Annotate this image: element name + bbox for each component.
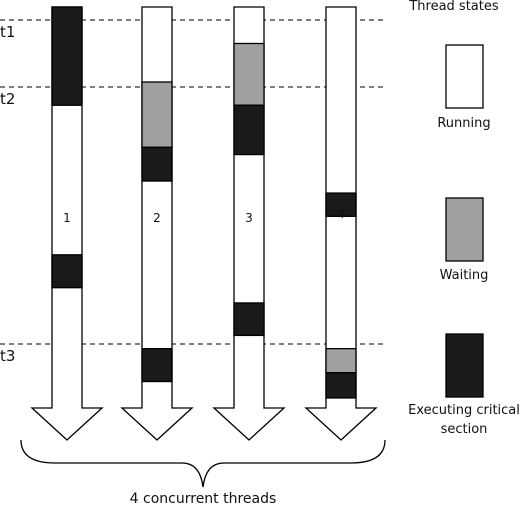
thread-2-segment-critical-3 (141, 348, 173, 383)
legend-swatch-waiting (445, 197, 484, 262)
thread-arrow-2 (120, 6, 194, 441)
threads: 1 2 3 4 (30, 6, 378, 441)
thread-3: 3 (212, 6, 286, 441)
thread-1-segment-critical-1 (51, 6, 83, 106)
thread-1: 1 (30, 6, 104, 441)
thread-2: 2 (120, 6, 194, 441)
thread-label-2: 2 (153, 211, 161, 225)
thread-label-3: 3 (245, 211, 253, 225)
legend-swatch-critical (445, 333, 484, 398)
legend-swatch-running (445, 44, 484, 109)
time-marker-label-t3: t3 (0, 347, 15, 365)
thread-2-segment-waiting-1 (141, 81, 173, 148)
thread-label-1: 1 (63, 211, 71, 225)
thread-3-segment-critical-3 (233, 302, 265, 337)
caption: 4 concurrent threads (130, 491, 277, 507)
legend-label-running: Running (437, 116, 490, 131)
legend-title: Thread states (408, 0, 499, 14)
threads-brace (20, 439, 386, 488)
thread-3-segment-critical-2 (233, 104, 265, 156)
thread-2-segment-critical-2 (141, 146, 173, 182)
legend-label-waiting: Waiting (440, 268, 489, 283)
thread-4-segment-critical-3 (325, 372, 357, 399)
legend: Thread states Running Waiting Executing … (408, 0, 520, 437)
time-marker-label-t2: t2 (0, 90, 15, 108)
thread-4-segment-waiting-2 (325, 348, 357, 374)
thread-arrow-4 (304, 6, 378, 441)
thread-1-segment-critical-2 (51, 254, 83, 289)
thread-label-4: 4 (337, 207, 345, 221)
thread-4: 4 (304, 6, 378, 441)
time-marker-label-t1: t1 (0, 23, 15, 41)
legend-label-critical-line-2: section (441, 422, 488, 437)
legend-label-critical-line-1: Executing critical (408, 403, 520, 418)
thread-3-segment-waiting-1 (233, 42, 265, 106)
thread-4-segment-critical-1 (325, 192, 357, 217)
